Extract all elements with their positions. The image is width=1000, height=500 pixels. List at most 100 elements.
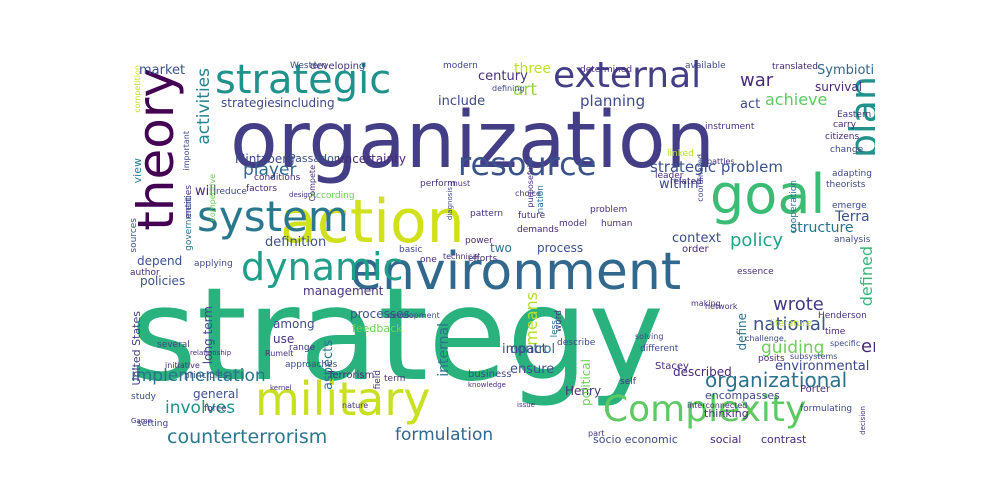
word-organization: organization (230, 96, 715, 186)
word-nature: nature (342, 401, 369, 410)
word-control: control (510, 342, 556, 357)
word-including: including (280, 96, 335, 110)
word-knowledge: knowledge (468, 381, 506, 389)
word-model: model (559, 219, 588, 229)
word-resource: resource (458, 145, 597, 183)
word-strategy: strategy (130, 261, 664, 410)
word-important: important (182, 131, 191, 171)
word-approaches: approaches (285, 360, 338, 370)
word-porter: Porter (800, 384, 831, 395)
word-competitive: competitive (208, 174, 217, 222)
word-pattern: pattern (470, 209, 504, 219)
word-part: part (588, 429, 605, 438)
word-national: national (753, 314, 826, 335)
word-uncertainty: uncertainty (337, 152, 406, 166)
word-modern: modern (443, 61, 478, 71)
word-factors: factors (246, 184, 278, 194)
word-business: business (468, 369, 512, 380)
word-several: several (157, 340, 190, 350)
word-change: change (830, 145, 864, 155)
word-two: two (490, 241, 512, 255)
word-solving: solving (635, 332, 664, 341)
word-western: Western (290, 61, 327, 71)
word-kernel: kernel (270, 384, 292, 392)
word-setting: setting (137, 419, 169, 429)
word-design: design (289, 191, 313, 199)
word-carry: carry (833, 120, 857, 130)
word-specific: specific (830, 339, 861, 348)
word-analysis: analysis (834, 235, 871, 245)
word-goal: goal (710, 163, 826, 226)
word-term: term (384, 374, 406, 384)
word-competition: competition (133, 65, 142, 113)
word-symbiotic: Symbiotic (817, 63, 875, 78)
word-basic: basic (399, 245, 423, 255)
word-subsystems: subsystems (790, 352, 838, 361)
word-time: time (825, 327, 846, 337)
word-formulation: formulation (395, 425, 494, 445)
word-political: political (579, 359, 593, 406)
word-posits: posits (758, 354, 785, 364)
word-order: order (682, 244, 709, 255)
word-involves: involves (165, 398, 236, 418)
word-policy: policy (730, 230, 783, 251)
word-efforts: efforts (468, 254, 498, 264)
word-general: general (193, 387, 239, 401)
word-human: human (601, 219, 633, 229)
word-defining: defining (492, 84, 525, 93)
word-cooperation: cooperation (789, 180, 799, 234)
word-field: field (373, 370, 383, 390)
word-century: century (478, 69, 528, 84)
word-related: related (670, 177, 702, 187)
word-developing: developing (310, 61, 366, 72)
word-compete: Compete (308, 165, 317, 202)
word-one: one (420, 255, 437, 265)
word-stacey: Stacey (655, 361, 689, 372)
word-wrote: wrote (773, 294, 824, 315)
word-system: system (197, 192, 349, 241)
word-leader: leader (655, 171, 684, 181)
word-interconnected: interconnected (687, 401, 748, 410)
word-implementation: implementation (131, 366, 266, 386)
word-impact: impact (502, 342, 547, 357)
word-coordinated: coordinated (696, 154, 705, 202)
word-three: three (514, 61, 552, 77)
word-emerge: emerge (832, 201, 867, 211)
word-according: According (310, 191, 355, 201)
word-henry: Henry (565, 384, 602, 398)
word-issue: issue (517, 401, 535, 409)
wordcloud-canvas: strategy organization environment action goa… (125, 50, 875, 450)
word-demands: demands (517, 225, 559, 235)
word-instrument: instrument (705, 122, 755, 132)
word-end: end (861, 336, 875, 357)
word-challenge: challenge (745, 334, 784, 343)
word-described: described (673, 365, 732, 379)
word-activities: activities (194, 68, 214, 145)
word-action: action (280, 187, 465, 257)
word-sources: sources (129, 218, 139, 253)
word-author: author (130, 268, 160, 278)
word-policies: policies (140, 274, 186, 288)
word-problem: problem (590, 205, 628, 215)
word-environmental: environmental (775, 359, 870, 374)
word-define: define (735, 313, 749, 351)
word-strategic: strategic (215, 57, 392, 103)
word-planning: planning (580, 92, 646, 110)
word-diagnosis: diagnosis (446, 187, 454, 221)
word-reduce: reduce (216, 187, 247, 197)
word-within: within (659, 177, 699, 192)
word-development: development (387, 311, 440, 320)
word-socio-economic: socio economic (593, 433, 678, 446)
word-art: art (513, 80, 538, 100)
word-initiative: initiative (165, 361, 200, 370)
word-entities: entities (184, 185, 194, 219)
word-principles: principles (184, 371, 228, 381)
word-relationship: relationship (190, 349, 232, 357)
word-act: act (740, 97, 761, 112)
word-depend: depend (137, 254, 183, 268)
word-social: social (710, 433, 742, 446)
word-complexity: Complexity (603, 389, 807, 430)
word-market: market (139, 63, 186, 78)
word-thinking: thinking (704, 407, 749, 420)
word-battles: battles (707, 157, 735, 166)
